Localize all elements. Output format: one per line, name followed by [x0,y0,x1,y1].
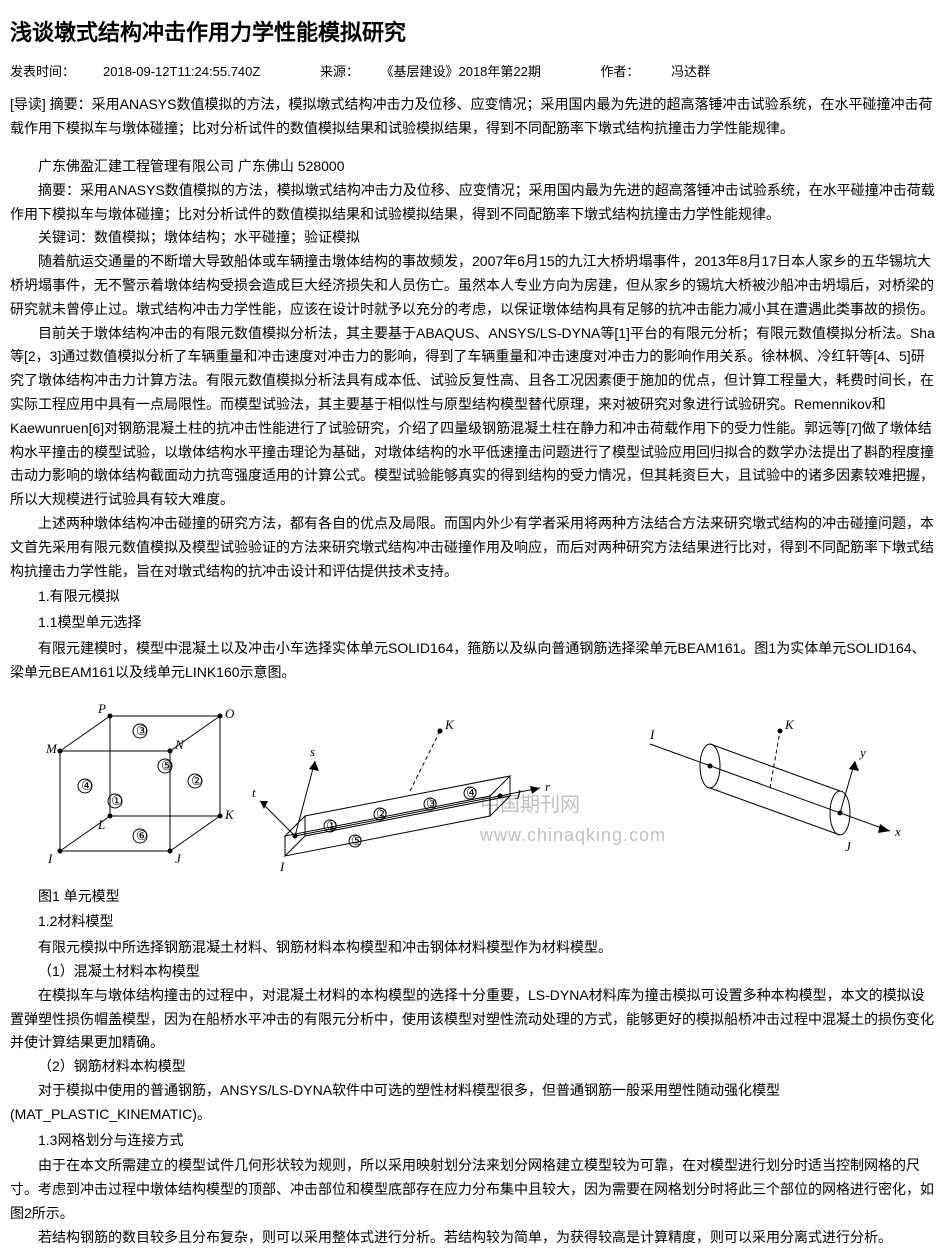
keywords: 关键词：数值模拟；墩体结构；水平碰撞；验证模拟 [10,226,935,250]
para-1-2a: 有限元模拟中所选择钢筋混凝土材料、钢筋材料本构模型和冲击钢体材料模型作为材料模型… [10,936,935,960]
lead-abstract: [导读] 摘要：采用ANASYS数值模拟的方法，模拟墩式结构冲击力及位移、应变情… [10,93,935,141]
affiliation: 广东佛盈汇建工程管理有限公司 广东佛山 528000 [10,155,935,179]
link160-icon: I J K x y [649,717,901,854]
svg-text:I: I [47,851,53,866]
para-1-2c: 在模拟车与墩体结构撞击的过程中，对混凝土材料的本构模型的选择十分重要，LS-DY… [10,984,935,1055]
svg-text:M: M [45,741,58,756]
figure-1-caption: 图1 单元模型 [10,885,935,909]
para-1-2e: 对于模拟中使用的普通钢筋，ANSYS/LS-DYNA软件中可选的塑性材料模型很多… [10,1079,935,1127]
solid164-icon: ① ② ③ ④ ⑤ ⑥ M N O P I J K L [45,701,235,866]
para-1-2b: （1）混凝土材料本构模型 [10,960,935,984]
author: 作者： 冯达群 [601,64,739,79]
svg-text:x: x [894,824,901,839]
svg-text:④: ④ [81,778,93,793]
svg-text:⑤: ⑤ [351,833,363,848]
article-meta: 发表时间：2018-09-12T11:24:55.740Z 来源：《基层建设》2… [10,61,935,83]
svg-text:s: s [310,744,315,759]
svg-text:J: J [845,839,852,854]
svg-text:①: ① [111,793,123,808]
para-1-3b: 若结构钢筋的数目较多且分布复杂，则可以采用整体式进行分析。若结构较为简单，为获得… [10,1226,935,1250]
watermark-url: www.chinaqking.com [479,825,666,845]
svg-text:t: t [252,785,256,800]
figure-1: 中国期刊网 www.chinaqking.com ① ② ③ ④ ⑤ ⑥ M N… [10,691,935,881]
svg-text:J: J [175,851,182,866]
svg-text:③: ③ [136,723,148,738]
para-intro-2: 目前关于墩体结构冲击的有限元数值模拟分析法，其主要基于ABAQUS、ANSYS/… [10,322,935,512]
svg-text:②: ② [191,773,203,788]
para-1-2d: （2）钢筋材料本构模型 [10,1055,935,1079]
svg-text:⑤: ⑤ [161,758,173,773]
svg-text:N: N [174,737,185,752]
section-1-1: 1.1模型单元选择 [38,611,935,635]
svg-text:y: y [858,745,866,760]
para-intro-3: 上述两种墩体结构冲击碰撞的研究方法，都有各自的优点及局限。而国内外少有学者采用将… [10,512,935,583]
section-1-3: 1.3网格划分与连接方式 [38,1129,935,1153]
abstract: 摘要：采用ANASYS数值模拟的方法，模拟墩式结构冲击力及位移、应变情况；采用国… [10,179,935,227]
source: 来源：《基层建设》2018年第22期 [320,64,569,79]
svg-text:r: r [545,779,551,794]
para-1-3a: 由于在本文所需建立的模型试件几何形状较为规则，所以采用映射划分法来划分网格建立模… [10,1154,935,1225]
svg-text:K: K [444,717,455,732]
svg-text:①: ① [326,818,338,833]
svg-text:I: I [649,727,655,742]
svg-text:②: ② [376,806,388,821]
svg-text:K: K [784,717,795,732]
figure-1-svg: 中国期刊网 www.chinaqking.com ① ② ③ ④ ⑤ ⑥ M N… [10,691,935,881]
svg-text:I: I [279,859,285,874]
para-1-1: 有限元建模时，模型中混凝土以及冲击小车选择实体单元SOLID164，箍筋以及纵向… [10,637,935,685]
svg-text:P: P [97,701,106,716]
svg-text:④: ④ [466,785,478,800]
page-title: 浅谈墩式结构冲击作用力学性能模拟研究 [10,14,935,51]
section-1-2: 1.2材料模型 [38,910,935,934]
svg-text:O: O [225,706,235,721]
svg-text:⑥: ⑥ [136,828,148,843]
para-intro-1: 随着航运交通量的不断增大导致船体或车辆撞击墩体结构的事故频发，2007年6月15… [10,250,935,321]
svg-text:L: L [97,817,105,832]
svg-text:③: ③ [426,796,438,811]
svg-text:K: K [224,807,235,822]
section-1: 1.有限元模拟 [38,585,935,609]
publish-time: 发表时间：2018-09-12T11:24:55.740Z [10,64,288,79]
